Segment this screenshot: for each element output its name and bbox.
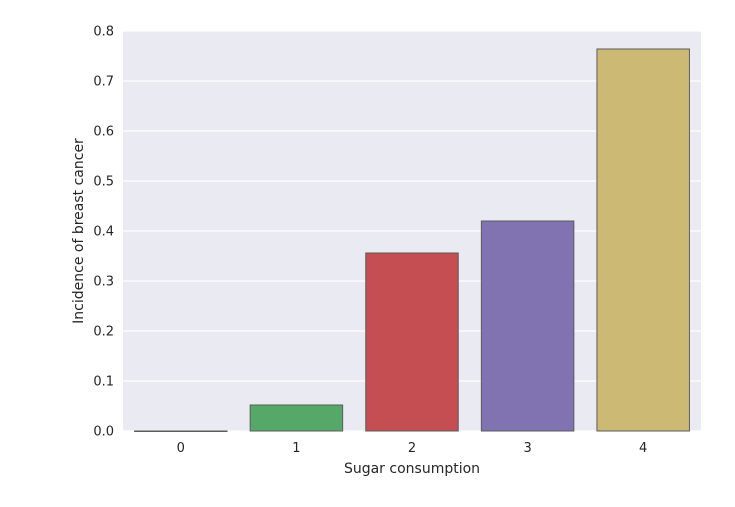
y-tick-label: 0.1 [93,375,114,390]
bar-3 [480,220,575,432]
y-tick-label: 0.0 [93,425,114,440]
bar-4 [596,48,690,432]
y-tick-label: 0.5 [93,175,114,190]
bars [134,48,690,432]
bar-0 [134,430,228,432]
y-tick-label: 0.6 [93,125,114,140]
bar-2 [365,252,459,432]
x-axis-label: Sugar consumption [344,461,480,477]
y-axis-label: Incidence of breast cancer [71,138,87,324]
x-tick-labels: 0 1 2 3 4 [177,441,648,456]
x-tick-label: 3 [523,441,531,456]
bar-1 [249,404,344,432]
x-tick-label: 1 [292,441,300,456]
y-tick-label: 0.8 [93,25,114,40]
y-tick-label: 0.4 [93,225,114,240]
x-tick-label: 4 [639,441,647,456]
x-tick-label: 2 [408,441,416,456]
y-tick-label: 0.7 [93,75,114,90]
x-tick-label: 0 [177,441,185,456]
y-tick-labels: 0.0 0.1 0.2 0.3 0.4 0.5 0.6 0.7 0.8 [93,25,114,440]
y-tick-label: 0.3 [93,275,114,290]
y-tick-label: 0.2 [93,325,114,340]
